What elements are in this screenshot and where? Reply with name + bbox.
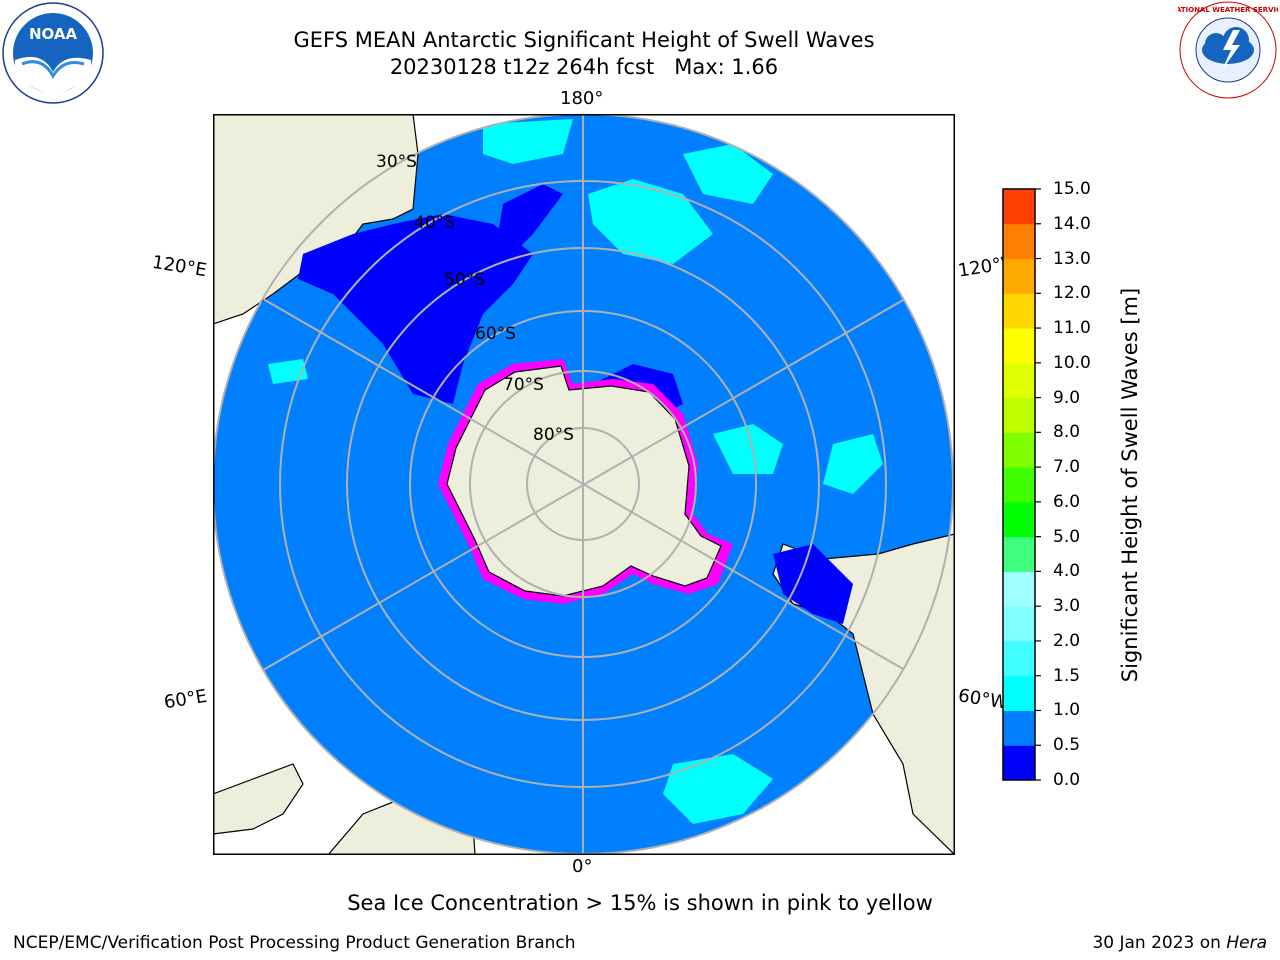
colorbar-bin (1003, 710, 1035, 746)
footer-date-text: 30 Jan 2023 on (1092, 933, 1227, 953)
nws-logo: NATIONAL WEATHER SERVICE (1178, 1, 1278, 99)
colorbar-bin (1003, 675, 1035, 711)
swell-patch-5 (823, 434, 883, 494)
colorbar-bin (1003, 362, 1035, 399)
low-swell-samerica (773, 544, 853, 624)
colorbar-tick-label: 1.0 (1053, 700, 1081, 721)
colorbar-bin (1003, 606, 1035, 642)
lat-label-30s: 30°S (376, 152, 417, 172)
colorbar-tick-label: 8.0 (1053, 422, 1081, 443)
colorbar-bin (1003, 293, 1035, 329)
footer-date: 30 Jan 2023 on Hera (1092, 933, 1267, 953)
swell-patch-1 (483, 119, 573, 164)
colorbar-tick-label: 7.0 (1053, 457, 1081, 478)
colorbar-label: Significant Height of Swell Waves [m] (1118, 287, 1142, 683)
graticule (213, 114, 953, 854)
footer-credit: NCEP/EMC/Verification Post Processing Pr… (13, 933, 576, 953)
colorbar-bin (1003, 745, 1035, 781)
colorbar-bin (1003, 536, 1035, 572)
nws-logo-text: NATIONAL WEATHER SERVICE (1178, 6, 1278, 14)
colorbar (1002, 188, 1041, 781)
lat-label-50s: 50°S (444, 270, 485, 290)
colorbar-tick-label: 2.0 (1053, 630, 1081, 651)
colorbar-bin (1003, 640, 1035, 677)
colorbar-tick-label: 3.0 (1053, 596, 1081, 617)
lat-label-40s: 40°S (414, 213, 455, 233)
noaa-logo: NOAA (2, 2, 104, 104)
lon-label-60e: 60°E (162, 685, 209, 714)
lat-label-60s: 60°S (475, 324, 516, 344)
colorbar-tick-label: 0.0 (1053, 770, 1081, 790)
swell-patch-3 (683, 144, 773, 204)
low-swell-australia (298, 214, 533, 404)
sea-ice-note: Sea Ice Concentration > 15% is shown in … (347, 891, 933, 915)
lon-label-180: 180° (560, 88, 604, 109)
colorbar-tick-label: 13.0 (1053, 248, 1091, 269)
colorbar-tick-label: 1.5 (1053, 665, 1081, 686)
colorbar-bin (1003, 328, 1035, 364)
footer-machine: Hera (1226, 933, 1267, 953)
noaa-logo-text: NOAA (29, 25, 78, 43)
colorbar-tick-label: 4.0 (1053, 561, 1081, 582)
lat-label-70s: 70°S (503, 375, 544, 395)
lon-label-0: 0° (572, 856, 593, 877)
colorbar-bin (1003, 223, 1035, 260)
swell-patch-2 (588, 179, 713, 264)
lat-label-80s: 80°S (533, 425, 574, 445)
colorbar-tick-label: 0.5 (1053, 735, 1081, 756)
colorbar-bin (1003, 467, 1035, 503)
chart-title: GEFS MEAN Antarctic Significant Height o… (293, 28, 875, 52)
colorbar-bin (1003, 432, 1035, 468)
map-frame (213, 114, 955, 855)
colorbar-tick-label: 10.0 (1053, 352, 1091, 373)
colorbar-tick-label: 12.0 (1053, 283, 1091, 304)
colorbar-tick-label: 5.0 (1053, 526, 1081, 547)
colorbar-bin (1003, 397, 1035, 433)
colorbar-tick-label: 14.0 (1053, 213, 1091, 234)
polar-map (213, 114, 955, 855)
chart-subtitle: 20230128 t12z 264h fcst Max: 1.66 (389, 55, 779, 79)
swell-patch-7 (268, 359, 308, 384)
colorbar-bin (1003, 189, 1035, 225)
colorbar-tick-label: 15.0 (1053, 179, 1091, 199)
colorbar-tick-label: 11.0 (1053, 318, 1091, 339)
low-swell-nz (498, 184, 563, 254)
africa-land (213, 763, 304, 835)
colorbar-bin (1003, 571, 1035, 607)
colorbar-tick-label: 6.0 (1053, 491, 1081, 512)
swell-patch-6 (663, 754, 773, 824)
swell-patch-4 (713, 424, 783, 474)
lon-label-120e: 120°E (150, 251, 209, 282)
colorbar-tick-label: 9.0 (1053, 387, 1081, 408)
colorbar-bin (1003, 501, 1035, 538)
colorbar-bin (1003, 258, 1035, 294)
